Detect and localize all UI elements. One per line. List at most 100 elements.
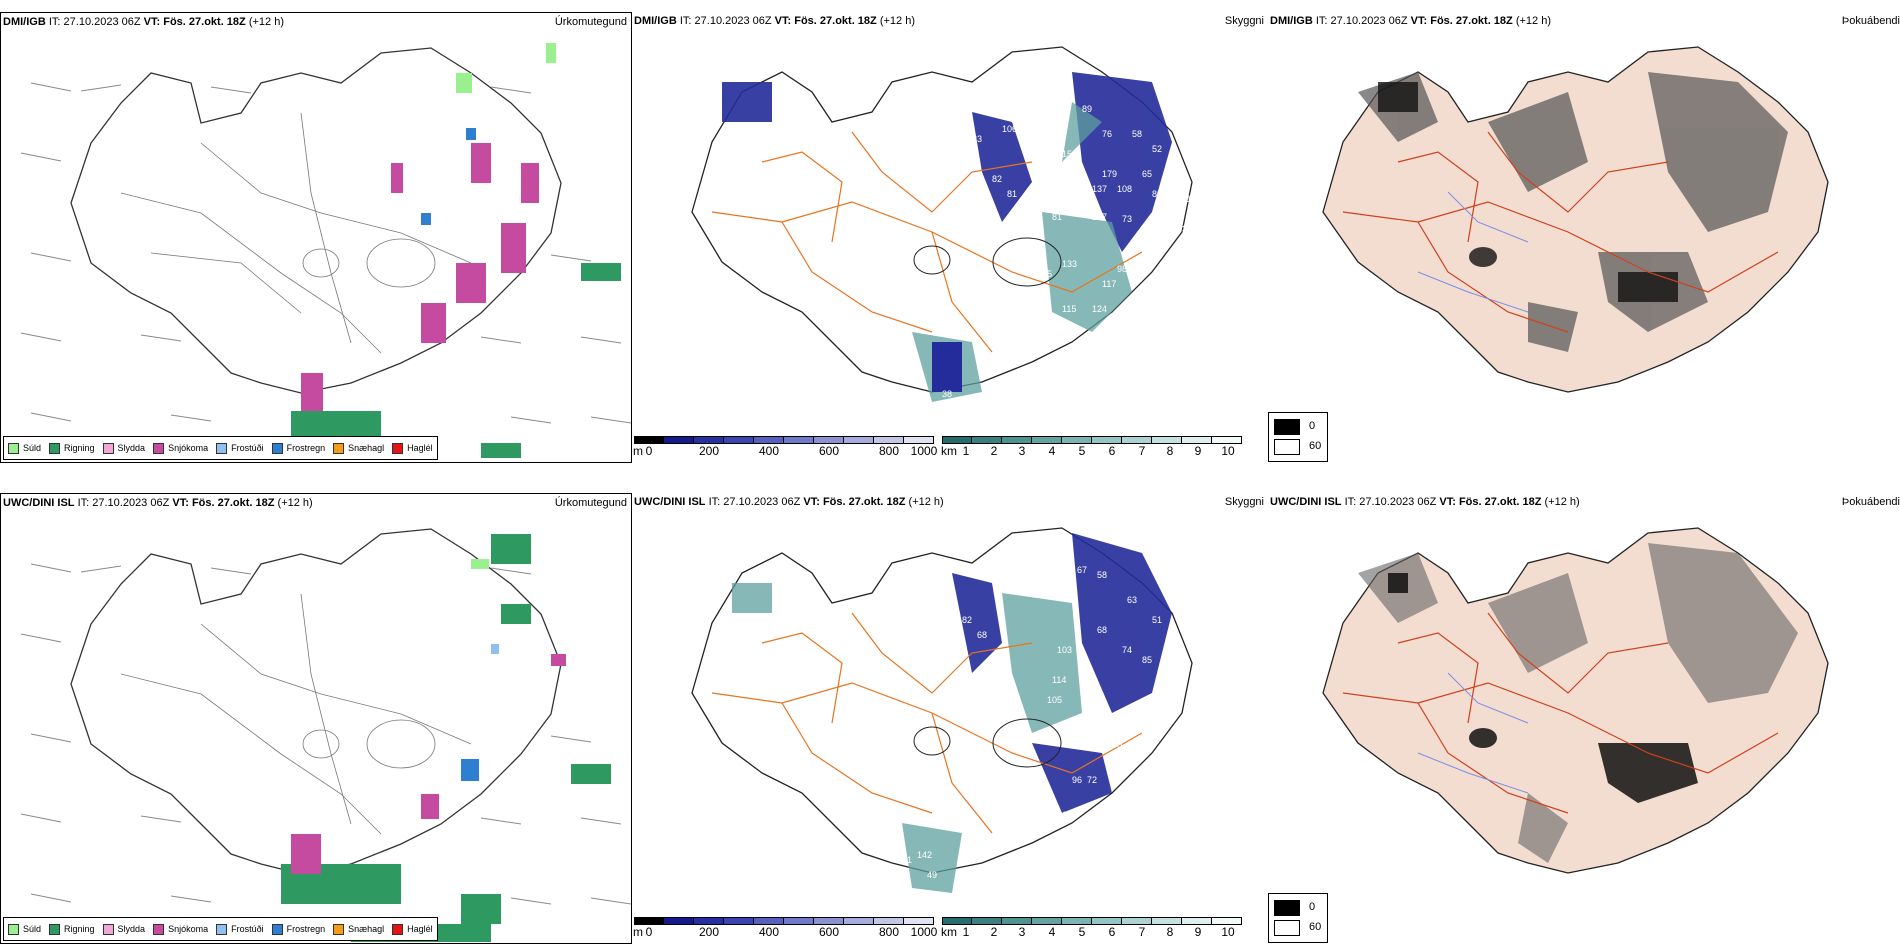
svg-text:38: 38	[942, 389, 952, 399]
svg-text:63: 63	[1127, 595, 1137, 605]
visibility-map-1: 89 76 58 52 74 102 113 93 73 83 98 106 8…	[691, 46, 1196, 402]
precip-legend-1: Súld Rigning Slydda Snjókoma Frostúði Fr…	[3, 436, 438, 460]
svg-text:90: 90	[1112, 740, 1122, 750]
svg-text:120: 120	[1027, 269, 1042, 279]
fog-title: Þokuábendi	[1841, 15, 1900, 27]
svg-text:207: 207	[1092, 212, 1107, 222]
visibility-colorbar-1: km 1 2 3 4 5 6 7 8 9 10	[941, 436, 1248, 458]
svg-text:159: 159	[1062, 149, 1077, 159]
svg-text:52: 52	[1152, 144, 1162, 154]
panel-header: DMI/IGB IT: 27.10.2023 06Z VT: Fös. 27.o…	[1270, 15, 1551, 27]
svg-text:124: 124	[1092, 304, 1107, 314]
svg-text:65: 65	[1142, 169, 1152, 179]
svg-text:85: 85	[1142, 655, 1152, 665]
svg-text:96: 96	[1072, 775, 1082, 785]
svg-text:49: 49	[927, 870, 937, 880]
precip-legend-2: Súld Rigning Slydda Snjókoma Frostúði Fr…	[3, 917, 438, 941]
svg-text:87: 87	[1162, 204, 1172, 214]
svg-text:82: 82	[992, 174, 1002, 184]
svg-text:115: 115	[1062, 304, 1076, 314]
svg-text:68: 68	[977, 630, 987, 640]
precip-map-2	[20, 528, 631, 942]
svg-text:103: 103	[1057, 645, 1072, 655]
fog-title: Þokuábendi	[1841, 496, 1900, 508]
altitude-colorbar-2: m 0 200 400 600 800 1000	[633, 917, 938, 939]
svg-text:66: 66	[912, 364, 922, 374]
svg-text:108: 108	[1117, 184, 1132, 194]
fog-scale-box-2: 0 60	[1268, 893, 1328, 943]
svg-text:119: 119	[1062, 189, 1076, 199]
svg-text:123: 123	[732, 139, 747, 149]
svg-text:133: 133	[1057, 329, 1072, 339]
precip-map-panel-1: DMI/IGB IT: 27.10.2023 06Z VT: Fös. 27.o…	[0, 12, 632, 463]
visibility-map-2: 67 58 63 51 68 71 61 62 74 85 103 114 10…	[691, 527, 1193, 893]
svg-text:58: 58	[1097, 570, 1107, 580]
svg-text:104: 104	[987, 695, 1002, 705]
panel-header: UWC/DINI ISL IT: 27.10.2023 06Z VT: Fös.…	[3, 497, 313, 509]
svg-text:28: 28	[1052, 144, 1062, 154]
svg-text:71: 71	[1172, 635, 1182, 645]
svg-text:117: 117	[1102, 279, 1116, 289]
visibility-title: Skyggni	[1224, 496, 1264, 508]
fog-map-2	[1322, 527, 1829, 874]
svg-text:102: 102	[1172, 244, 1187, 254]
panel-header: UWC/DINI ISL IT: 27.10.2023 06Z VT: Fös.…	[634, 496, 944, 508]
precip-map-1	[20, 43, 631, 458]
svg-text:81: 81	[1052, 212, 1062, 222]
svg-text:114: 114	[1052, 675, 1066, 685]
svg-text:113: 113	[1182, 194, 1196, 204]
precip-map-panel-2: UWC/DINI ISL IT: 27.10.2023 06Z VT: Fös.…	[0, 493, 632, 944]
svg-text:96: 96	[1027, 309, 1037, 319]
panel-header: DMI/IGB IT: 27.10.2023 06Z VT: Fös. 27.o…	[634, 15, 915, 27]
svg-text:142: 142	[917, 850, 932, 860]
svg-text:81: 81	[1007, 189, 1017, 199]
visibility-labels-2: 67 58 63 51 68 71 61 62 74 85 103 114 10…	[902, 565, 1187, 880]
svg-text:72: 72	[1087, 775, 1097, 785]
svg-text:98: 98	[957, 149, 967, 159]
svg-text:68: 68	[1097, 625, 1107, 635]
svg-text:105: 105	[1047, 695, 1062, 705]
panel-header: DMI/IGB IT: 27.10.2023 06Z VT: Fös. 27.o…	[3, 16, 284, 28]
svg-text:82: 82	[962, 615, 972, 625]
svg-text:99: 99	[977, 665, 987, 675]
svg-text:133: 133	[1062, 810, 1077, 820]
svg-text:51: 51	[1152, 615, 1162, 625]
svg-text:98: 98	[1117, 264, 1127, 274]
svg-text:106: 106	[1002, 124, 1017, 134]
svg-text:80: 80	[1152, 189, 1162, 199]
svg-text:179: 179	[1102, 169, 1117, 179]
svg-text:62: 62	[1177, 665, 1187, 675]
svg-text:25: 25	[1042, 269, 1052, 279]
panel-header: UWC/DINI ISL IT: 27.10.2023 06Z VT: Fös.…	[1270, 496, 1580, 508]
altitude-colorbar-1: m 0 200 400 600 800 1000	[633, 436, 938, 458]
svg-text:92: 92	[1132, 274, 1142, 284]
fog-map-panel-2: UWC/DINI ISL IT: 27.10.2023 06Z VT: Fös.…	[1268, 493, 1900, 944]
svg-text:73: 73	[1122, 214, 1132, 224]
visibility-colorbar-2: km 1 2 3 4 5 6 7 8 9 10	[941, 917, 1248, 939]
precip-title: Úrkomutegund	[554, 497, 627, 509]
svg-text:89: 89	[1082, 104, 1092, 114]
svg-text:76: 76	[1102, 129, 1112, 139]
svg-text:74: 74	[1172, 154, 1182, 164]
visibility-title: Skyggni	[1224, 15, 1264, 27]
svg-text:93: 93	[1177, 224, 1187, 234]
svg-text:102: 102	[1172, 174, 1187, 184]
iceland-outline-1	[70, 47, 562, 394]
svg-text:71: 71	[902, 855, 912, 865]
svg-text:137: 137	[1092, 184, 1107, 194]
visibility-labels-1: 89 76 58 52 74 102 113 93 73 83 98 106 8…	[732, 104, 1196, 399]
precip-snow-cells-1	[301, 143, 539, 413]
visibility-map-panel-1: 89 76 58 52 74 102 113 93 73 83 98 106 8…	[632, 12, 1268, 463]
visibility-map-panel-2: 67 58 63 51 68 71 61 62 74 85 103 114 10…	[632, 493, 1268, 944]
fog-scale-box-1: 0 60	[1268, 412, 1328, 462]
svg-text:133: 133	[1062, 259, 1077, 269]
svg-text:74: 74	[1122, 645, 1132, 655]
fog-map-1	[1322, 46, 1829, 393]
fog-map-panel-1: DMI/IGB IT: 27.10.2023 06Z VT: Fös. 27.o…	[1268, 12, 1900, 463]
svg-text:61: 61	[1172, 650, 1182, 660]
svg-text:91: 91	[1162, 234, 1172, 244]
svg-text:67: 67	[1077, 565, 1087, 575]
svg-text:58: 58	[1132, 129, 1142, 139]
svg-text:83: 83	[972, 134, 982, 144]
svg-text:116: 116	[1057, 169, 1071, 179]
